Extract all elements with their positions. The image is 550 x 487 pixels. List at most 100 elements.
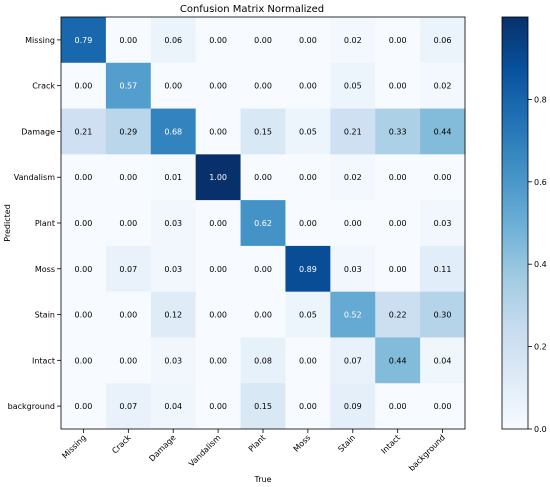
x-tick-label: Damage — [147, 433, 177, 463]
cell-value-label: 0.04 — [434, 356, 452, 365]
cell-value-label: 0.00 — [209, 36, 227, 45]
x-tick-label: Missing — [60, 433, 87, 460]
heatmap-cell — [285, 200, 331, 247]
heatmap-cell — [330, 337, 376, 384]
cell-value-label: 0.06 — [164, 36, 182, 45]
colorbar-ticks: 0.0 0.2 0.4 0.6 0.8 — [528, 95, 547, 434]
heatmap-cell — [150, 245, 197, 293]
colorbar-tick-label: 0.8 — [534, 95, 547, 104]
heatmap-cell — [375, 337, 421, 384]
heatmap-cell — [195, 245, 242, 293]
colorbar-tick-label: 0.4 — [534, 260, 547, 269]
heatmap-cell — [420, 245, 466, 293]
cell-value-label: 0.00 — [434, 173, 452, 182]
cell-value-label: 0.00 — [119, 173, 137, 182]
heatmap-cell — [61, 291, 107, 338]
y-tick-label: Intact — [32, 356, 55, 365]
heatmap-cell — [420, 337, 466, 384]
heatmap-cell — [240, 291, 286, 338]
heatmap-cell — [285, 383, 331, 430]
y-tick-label: Stain — [35, 311, 55, 320]
cell-value-label: 0.00 — [209, 311, 227, 320]
cell-value-label: 0.21 — [75, 127, 93, 136]
cell-value-label: 0.68 — [164, 127, 182, 136]
heatmap-cell — [240, 62, 286, 110]
cell-value-label: 0.00 — [389, 82, 407, 91]
heatmap-cell — [61, 17, 107, 64]
heatmap-cell — [240, 245, 286, 293]
heatmap-cell — [285, 291, 331, 338]
cell-value-label: 0.00 — [389, 36, 407, 45]
cell-value-label: 0.07 — [119, 265, 137, 274]
cell-value-label: 0.52 — [344, 311, 362, 320]
heatmap-cell — [240, 200, 286, 247]
heatmap-cell — [375, 200, 421, 247]
y-axis-label: Predicted — [3, 204, 12, 242]
cell-value-label: 0.07 — [119, 402, 137, 411]
y-axis: Missing Crack Damage Vandalism Plant Moss Stai… — [8, 36, 61, 411]
cell-value-label: 0.00 — [299, 219, 317, 228]
cell-value-label: 0.22 — [389, 311, 407, 320]
cell-value-label: 0.00 — [389, 219, 407, 228]
cell-value-label: 0.12 — [164, 311, 182, 320]
heatmap-cell — [420, 17, 466, 64]
x-axis-label: True — [254, 475, 272, 484]
y-tick-label: Damage — [21, 127, 55, 136]
cell-value-label: 0.02 — [344, 173, 362, 182]
cell-value-label: 0.79 — [75, 36, 93, 45]
cell-value-label: 0.00 — [389, 173, 407, 182]
heatmap-cell — [105, 62, 152, 110]
cell-value-label: 0.03 — [164, 219, 182, 228]
heatmap-cell — [375, 17, 421, 64]
heatmap-cell — [61, 62, 107, 110]
heatmap-cell — [330, 383, 376, 430]
heatmap-cell — [420, 62, 466, 110]
cell-value-label: 0.00 — [389, 402, 407, 411]
cell-value-label: 0.07 — [344, 356, 362, 365]
cell-value-label: 0.00 — [119, 219, 137, 228]
heatmap-cell — [240, 383, 286, 430]
cell-value-label: 0.00 — [254, 82, 272, 91]
heatmap-cell — [330, 291, 376, 338]
x-axis: Missing Crack Damage Vandalism Plant Moss Stai… — [60, 429, 447, 473]
heatmap-cell — [105, 383, 152, 430]
heatmap-cell — [285, 17, 331, 64]
heatmap-cell — [195, 154, 242, 201]
x-tick-label: background — [407, 433, 447, 473]
cell-value-label: 0.15 — [254, 402, 272, 411]
cell-value-label: 0.06 — [434, 36, 452, 45]
cell-value-label: 0.08 — [254, 356, 272, 365]
colorbar-tick-label: 0.0 — [534, 425, 547, 434]
cell-value-label: 0.01 — [164, 173, 182, 182]
heatmap-cell — [61, 245, 107, 293]
heatmap-cell — [330, 108, 376, 155]
cell-value-label: 0.05 — [344, 82, 362, 91]
cell-value-label: 0.00 — [75, 219, 93, 228]
heatmap-cell — [195, 383, 242, 430]
x-tick-label: Crack — [110, 433, 133, 456]
heatmap-cell — [420, 383, 466, 430]
heatmap-cell — [150, 62, 197, 110]
cell-value-label: 0.00 — [209, 265, 227, 274]
cell-value-label: 0.00 — [209, 219, 227, 228]
heatmap-cell — [195, 108, 242, 155]
cell-value-label: 0.02 — [344, 36, 362, 45]
cell-value-label: 0.00 — [75, 173, 93, 182]
y-tick-label: Crack — [32, 82, 55, 91]
heatmap-cell — [330, 245, 376, 293]
cell-value-label: 0.15 — [254, 127, 272, 136]
heatmap-cell — [375, 108, 421, 155]
cell-value-label: 1.00 — [209, 173, 227, 182]
heatmap-cell — [105, 108, 152, 155]
heatmap-cell — [150, 154, 197, 201]
cell-value-label: 0.00 — [75, 311, 93, 320]
cell-value-label: 0.21 — [344, 127, 362, 136]
heatmap-cell — [105, 200, 152, 247]
cell-value-label: 0.00 — [75, 356, 93, 365]
heatmap-cell — [330, 62, 376, 110]
heatmap-cell — [285, 245, 331, 293]
colorbar-tick-label: 0.6 — [534, 178, 547, 187]
heatmap-cell — [240, 17, 286, 64]
cell-value-label: 0.00 — [254, 36, 272, 45]
